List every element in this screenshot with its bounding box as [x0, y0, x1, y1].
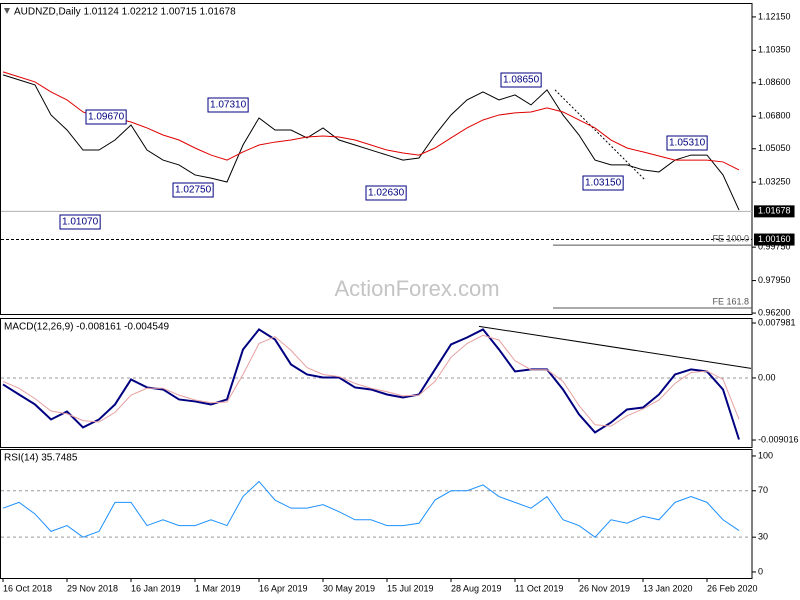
x-tick-label: 30 May 2019: [323, 583, 375, 593]
y-tick-label: 0.007981: [758, 317, 796, 327]
watermark: ActionForex.com: [334, 276, 499, 301]
panel-frame: [0, 318, 753, 448]
y-tick-label: 0.97950: [758, 275, 791, 285]
series-line: [2, 480, 740, 538]
annotation-box: [85, 109, 127, 125]
y-tick-label: 100: [758, 450, 773, 460]
x-tick-label: 16 Jan 2019: [131, 583, 181, 593]
y-tick-label: 1.06800: [758, 111, 791, 121]
annotation-box: [582, 175, 624, 191]
annotation: 1.09670: [88, 112, 125, 123]
y-tick-label: 30: [758, 532, 768, 542]
fe-label: FE 161.8: [712, 296, 749, 306]
y-tick-label: 70: [758, 485, 768, 495]
trendline: [478, 325, 752, 369]
annotation: 1.02630: [368, 188, 405, 199]
y-tick-label: -0.009016: [758, 434, 799, 444]
panel-title: RSI(14) 35.7485: [4, 453, 78, 464]
y-tick-label: 1.05050: [758, 143, 791, 153]
series-line: [2, 334, 740, 427]
x-tick-label: 13 Jan 2020: [643, 583, 693, 593]
annotation-box: [365, 185, 407, 201]
y-tick-label: 1.12150: [758, 11, 791, 21]
x-tick-label: 1 Mar 2019: [195, 583, 241, 593]
annotation-box: [172, 182, 214, 198]
annotation: 1.07310: [210, 100, 247, 111]
annotation: 1.03150: [585, 178, 622, 189]
panel-frame: [0, 3, 753, 315]
y-tick-label: 0.99750: [758, 242, 791, 252]
annotation-box: [500, 72, 542, 88]
x-tick-label: 26 Feb 2020: [707, 583, 758, 593]
annotation: 1.08650: [503, 75, 540, 86]
x-tick-label: 28 Aug 2019: [451, 583, 502, 593]
x-tick-label: 29 Nov 2018: [67, 583, 118, 593]
fe-label: FE 100.0: [712, 233, 749, 243]
annotation: 1.05310: [669, 138, 706, 149]
y-tick-label: 0: [758, 566, 763, 576]
series-line: [2, 74, 740, 211]
symbol-icon: [4, 8, 10, 14]
y-tick-label: 1.03250: [758, 177, 791, 187]
price-label-box: [754, 233, 795, 246]
y-tick-label: 1.08600: [758, 77, 791, 87]
series-line: [2, 328, 740, 440]
price-label: 1.00160: [758, 234, 791, 244]
panel-title: MACD(12,26,9) -0.008161 -0.004549: [4, 322, 170, 333]
panel-title: AUDNZD,Daily 1.01124 1.02212 1.00715 1.0…: [14, 7, 236, 18]
x-tick-label: 16 Apr 2019: [259, 583, 308, 593]
panel-frame: [0, 449, 753, 579]
y-tick-label: 0.00: [758, 372, 776, 382]
x-tick-label: 26 Nov 2019: [579, 583, 630, 593]
x-tick-label: 11 Oct 2019: [515, 583, 563, 593]
x-tick-label: 16 Oct 2018: [3, 583, 52, 593]
annotation: 1.02750: [175, 185, 212, 196]
price-label: 1.01678: [758, 206, 791, 216]
y-tick-label: 0.96200: [758, 307, 791, 317]
annotation: 1.01070: [62, 217, 99, 228]
annotation-box: [666, 135, 708, 151]
trendline: [554, 89, 646, 181]
price-label-box: [754, 205, 795, 218]
y-tick-label: 1.10350: [758, 45, 791, 55]
annotation-box: [207, 97, 249, 113]
x-tick-label: 15 Jul 2019: [387, 583, 434, 593]
annotation-box: [59, 214, 101, 230]
